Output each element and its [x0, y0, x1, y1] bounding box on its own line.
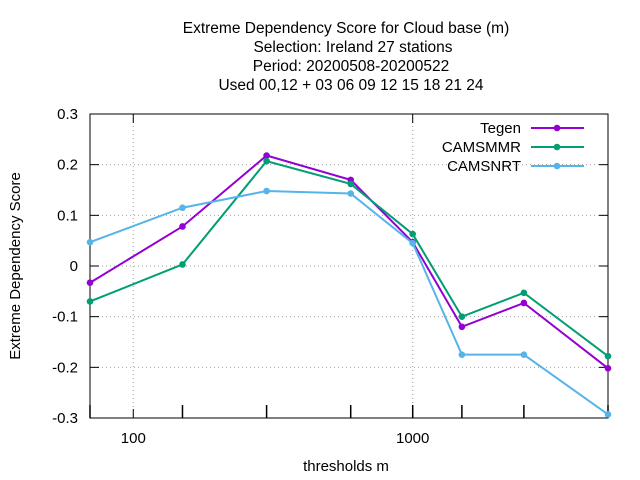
data-point	[458, 313, 466, 320]
legend-item-camsnrt: CAMSNRT	[447, 158, 584, 175]
y-tick-label: -0.2	[52, 359, 78, 376]
data-point	[520, 299, 528, 307]
data-point	[263, 152, 270, 159]
x-tick-label: 1000	[396, 430, 429, 447]
data-point	[179, 223, 186, 230]
data-point	[86, 238, 94, 246]
legend-item-camsmmr: CAMSMMR	[442, 139, 584, 156]
y-tick-label: 0	[70, 258, 78, 275]
data-point	[604, 365, 612, 372]
data-point	[179, 261, 186, 268]
y-tick-label: 0.1	[57, 207, 78, 224]
legend: Tegen CAMSMMR CAMSNRT	[442, 120, 584, 175]
legend-marker	[553, 124, 561, 132]
data-point	[604, 352, 612, 360]
data-point	[458, 351, 466, 358]
legend-label: CAMSNRT	[447, 158, 521, 175]
series-line	[89, 159, 609, 357]
data-point	[179, 204, 186, 212]
title-line-4: Used 00,12 + 03 06 09 12 15 18 21 24	[218, 77, 483, 94]
data-point	[409, 230, 416, 238]
series-camsmmr	[86, 157, 612, 360]
data-point	[409, 239, 416, 247]
y-tick-label: 0.3	[57, 106, 78, 123]
y-tick-label: 0.2	[57, 157, 78, 174]
x-axis-label: thresholds m	[303, 458, 389, 475]
y-axis-label: Extreme Dependency Score	[7, 172, 24, 360]
chart-title: Extreme Dependency Score for Cloud base …	[183, 20, 510, 94]
legend-marker	[553, 143, 561, 151]
series-camsnrt	[86, 187, 612, 418]
series-line	[89, 154, 609, 370]
series-tegen	[86, 152, 612, 372]
legend-label: Tegen	[480, 120, 521, 137]
data-point	[347, 190, 355, 197]
data-point	[347, 180, 355, 188]
data-point	[458, 323, 466, 331]
series-line	[89, 190, 609, 416]
series-group	[86, 152, 612, 418]
data-point	[604, 411, 612, 418]
y-tick-label: -0.1	[52, 309, 78, 326]
data-point	[520, 351, 528, 358]
grid	[90, 114, 608, 418]
title-line-3: Period: 20200508-20200522	[253, 58, 450, 75]
title-line-1: Extreme Dependency Score for Cloud base …	[183, 20, 510, 37]
data-point	[263, 187, 270, 195]
data-point	[86, 279, 94, 287]
legend-label: CAMSMMR	[442, 139, 521, 156]
data-point	[86, 298, 94, 305]
legend-marker	[553, 162, 561, 170]
data-point	[520, 289, 528, 297]
title-line-2: Selection: Ireland 27 stations	[253, 39, 452, 56]
x-tick-label: 100	[121, 430, 146, 447]
data-point	[263, 157, 270, 165]
legend-item-tegen: Tegen	[480, 120, 584, 137]
axis-ticks: -0.3 -0.2 -0.1 0 0.1 0.2 0.3 100 1000	[52, 106, 609, 447]
y-tick-label: -0.3	[52, 410, 78, 427]
